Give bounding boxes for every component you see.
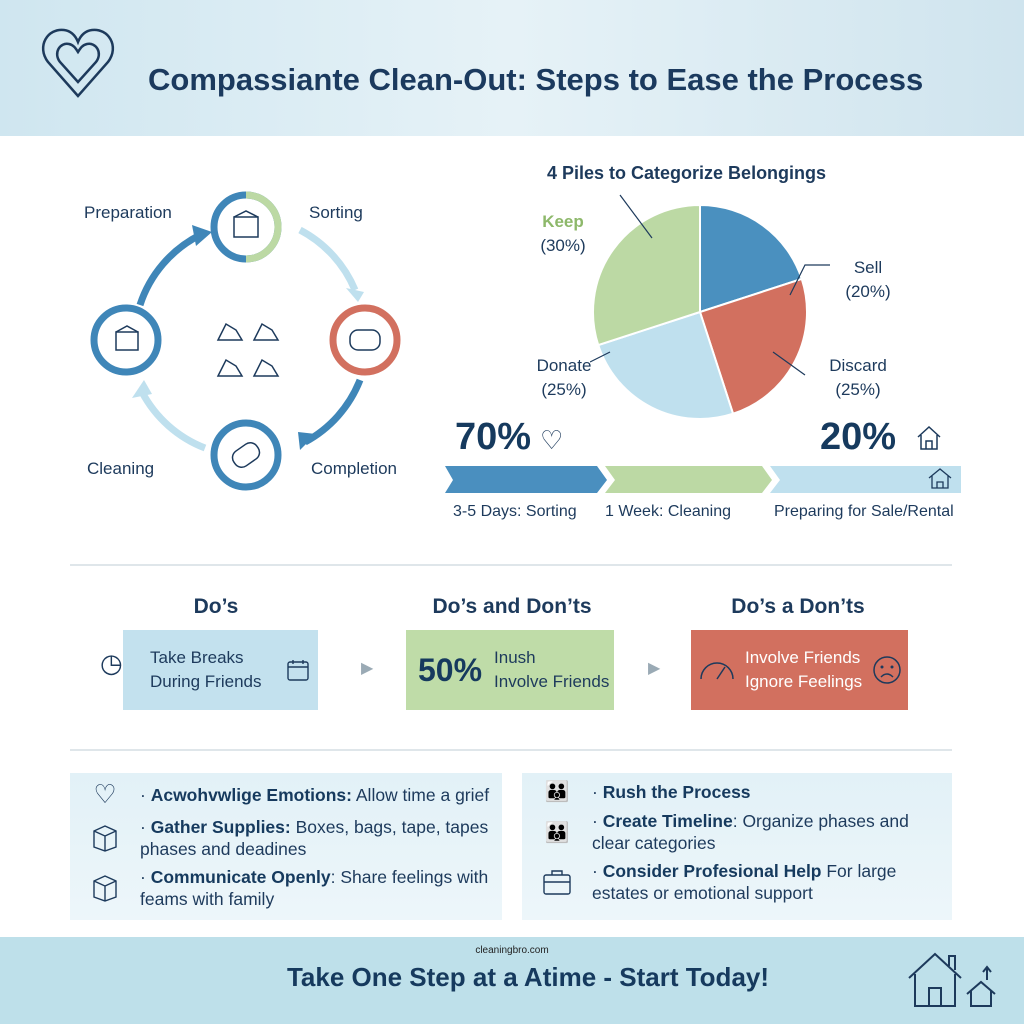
tip-create-timeline: · Create Timeline: Organize phases and c… [592, 811, 909, 853]
house-icon [928, 468, 952, 489]
header-banner [0, 0, 1024, 136]
timeline-segment-cleaning [605, 466, 772, 493]
briefcase-icon [543, 870, 571, 895]
tip-rush: · Rush the Process [592, 781, 751, 802]
step-label-preparation: Preparation [84, 203, 172, 222]
stat-left: 70% [455, 416, 532, 458]
pie-label-sell: Sell (20%) [845, 258, 891, 301]
arrow-prep-to-sort [136, 231, 202, 307]
dos-donts-header: Do’s and Don’ts [432, 595, 592, 618]
gauge-icon [700, 662, 734, 680]
donts-box-red: Involve Friends Ignore Feelings [691, 630, 908, 710]
tip-professional-help: · Consider Profesional Help For large es… [592, 861, 897, 903]
step-preparation-circle [210, 191, 282, 263]
pie-slice-donate [596, 310, 735, 420]
timeline-segment-sorting [445, 466, 607, 493]
tip-gather-supplies: · Gather Supplies: Boxes, bags, tape, ta… [140, 817, 489, 859]
footer-banner [0, 937, 1024, 1024]
step-label-completion: Completion [311, 459, 397, 478]
tip-communicate: · Communicate Openly: Share feelings wit… [140, 867, 489, 909]
family-icon: 👪 [544, 781, 570, 803]
arrow-clean-to-prep [138, 390, 207, 452]
piles-icon [216, 322, 280, 377]
calendar-icon [286, 660, 309, 681]
tip-row: ♡ · Acwohvwlige Emotions: Allow time a g… [70, 779, 494, 810]
pie-title: 4 Piles to Categorize Belongings [547, 163, 827, 183]
pie-label-keep: Keep (30%) [540, 212, 586, 255]
dos-box-green: 50% Inush Involve Friends [406, 630, 614, 710]
pie-label-discard: Discard (25%) [829, 356, 887, 399]
pie-chart [592, 203, 808, 420]
timeline-label-cleaning: 1 Week: Cleaning [605, 503, 731, 520]
family-icon: 👪 [544, 821, 570, 844]
tip-row: · Gather Supplies: Boxes, bags, tape, ta… [70, 816, 494, 860]
tip-row: 👪 · Rush the Process [522, 779, 944, 804]
tips-panel-right: 👪 · Rush the Process 👪 · Create Timeline… [522, 773, 952, 920]
step-label-cleaning: Cleaning [87, 459, 155, 478]
pie-slice-keep [592, 203, 701, 347]
heart-icon: ♡ [540, 425, 564, 455]
arrow-right-icon: ▶ [648, 660, 661, 677]
pie-label-donate: Donate (25%) [536, 356, 592, 399]
tip-row: · Communicate Openly: Share feelings wit… [70, 866, 494, 910]
clock-icon: ◷ [100, 648, 123, 678]
timeline-label-preparing: Preparing for Sale/Rental [774, 503, 954, 520]
stat-right: 20% [820, 416, 897, 458]
dos-header: Do’s [193, 595, 239, 618]
sad-face-icon [873, 656, 901, 684]
timeline-label-sorting: 3-5 Days: Sorting [453, 503, 577, 520]
dos-a-donts-header: Do’s a Don’ts [731, 595, 865, 618]
page-title: Compassiante Clean-Out: Steps to Ease th… [148, 62, 924, 97]
house-icon [908, 952, 996, 1007]
step-cleaning-circle [90, 304, 162, 376]
tip-row: 👪 · Create Timeline: Organize phases and… [522, 810, 944, 854]
step-sorting-circle [329, 304, 401, 376]
dos-box-blue: Take Breaks During Friends [123, 630, 318, 710]
site-url: cleaningbro.com [475, 945, 549, 956]
heart-icon [41, 28, 115, 98]
tip-acknowledge: · Acwohvwlige Emotions: Allow time a gri… [140, 784, 490, 805]
pie-slice-sell [699, 203, 804, 314]
house-icon [917, 425, 941, 450]
footer-tagline: Take One Step at a Atime - Start Today! [286, 962, 770, 992]
step-label-sorting: Sorting [309, 203, 363, 222]
step-completion-circle [210, 419, 282, 491]
arrow-sort-to-complete [298, 226, 359, 292]
pie-leaders [590, 194, 830, 376]
box-icon [93, 825, 117, 852]
pie-slice-discard [698, 277, 808, 416]
cycle-diagram [90, 191, 401, 491]
timeline-segment-preparing [770, 466, 961, 493]
arrow-right-icon: ▶ [361, 660, 374, 677]
arrow-complete-to-clean [303, 378, 364, 446]
timeline-bar [445, 466, 961, 493]
heart-icon: ♡ [93, 779, 117, 809]
tip-row: · Consider Profesional Help For large es… [522, 860, 944, 904]
tips-panel-left: ♡ · Acwohvwlige Emotions: Allow time a g… [70, 773, 502, 920]
divider [70, 564, 952, 566]
box-icon [93, 875, 117, 902]
divider [70, 749, 952, 751]
